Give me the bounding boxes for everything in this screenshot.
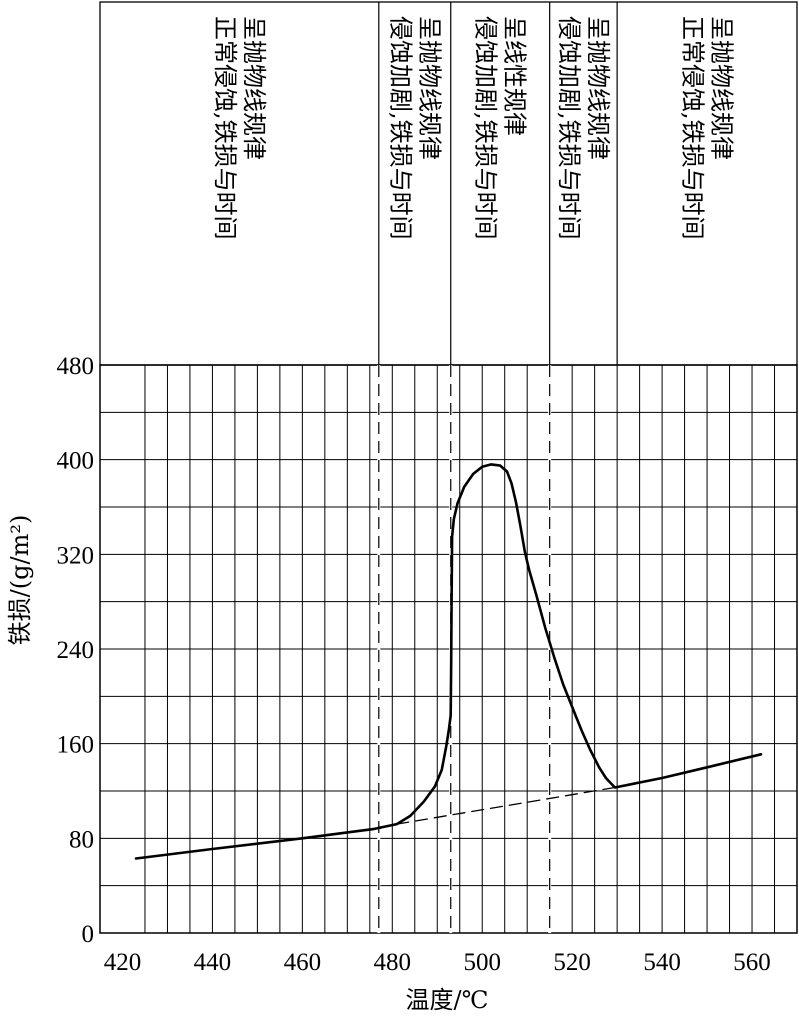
x-tick-label: 560 xyxy=(733,949,771,976)
x-tick-label: 540 xyxy=(643,949,681,976)
region-label-line: 呈抛物线规律 xyxy=(415,16,443,160)
x-tick-label: 520 xyxy=(553,949,591,976)
x-tick-label: 460 xyxy=(284,949,322,976)
tick-labels: 420 440 460 480 500 520 540 560 0 80 160 240 320 400 4… xyxy=(57,353,771,976)
region-label-line: 侵蚀加剧,铁损与时间 xyxy=(386,16,414,240)
y-axis-title: 铁损/(g/m²) xyxy=(6,515,34,646)
x-tick-label: 420 xyxy=(104,949,142,976)
y-tick-label: 80 xyxy=(69,826,94,853)
region-label-line: 呈线性规律 xyxy=(501,16,529,136)
region-labels: 正常侵蚀,铁损与时间 呈抛物线规律 侵蚀加剧,铁损与时间 呈抛物线规律 侵蚀加剧,铁损与… xyxy=(211,16,736,240)
iron-loss-curve xyxy=(134,463,763,860)
x-axis-title: 温度/℃ xyxy=(406,986,489,1014)
plot-frame xyxy=(99,364,798,934)
region-label-line: 正常侵蚀,铁损与时间 xyxy=(679,16,707,240)
y-tick-label: 240 xyxy=(57,637,95,664)
x-tick-label: 480 xyxy=(374,949,412,976)
y-tick-label: 480 xyxy=(57,353,95,380)
y-tick-label: 320 xyxy=(57,542,95,569)
y-tick-label: 160 xyxy=(57,732,95,759)
grid xyxy=(99,364,798,934)
region-label-line: 侵蚀加剧,铁损与时间 xyxy=(472,16,500,240)
y-tick-label: 400 xyxy=(57,448,95,475)
region-label-line: 侵蚀加剧,铁损与时间 xyxy=(555,16,583,240)
region-label-line: 呈抛物线规律 xyxy=(708,16,736,160)
region-label-line: 呈抛物线规律 xyxy=(240,16,268,160)
region-label-line: 正常侵蚀,铁损与时间 xyxy=(211,16,239,240)
x-tick-label: 500 xyxy=(463,949,501,976)
series-layer xyxy=(134,463,763,860)
y-tick-label: 0 xyxy=(82,921,95,948)
x-tick-label: 440 xyxy=(194,949,232,976)
region-label-line: 呈抛物线规律 xyxy=(584,16,612,160)
region-boundaries xyxy=(377,2,618,933)
